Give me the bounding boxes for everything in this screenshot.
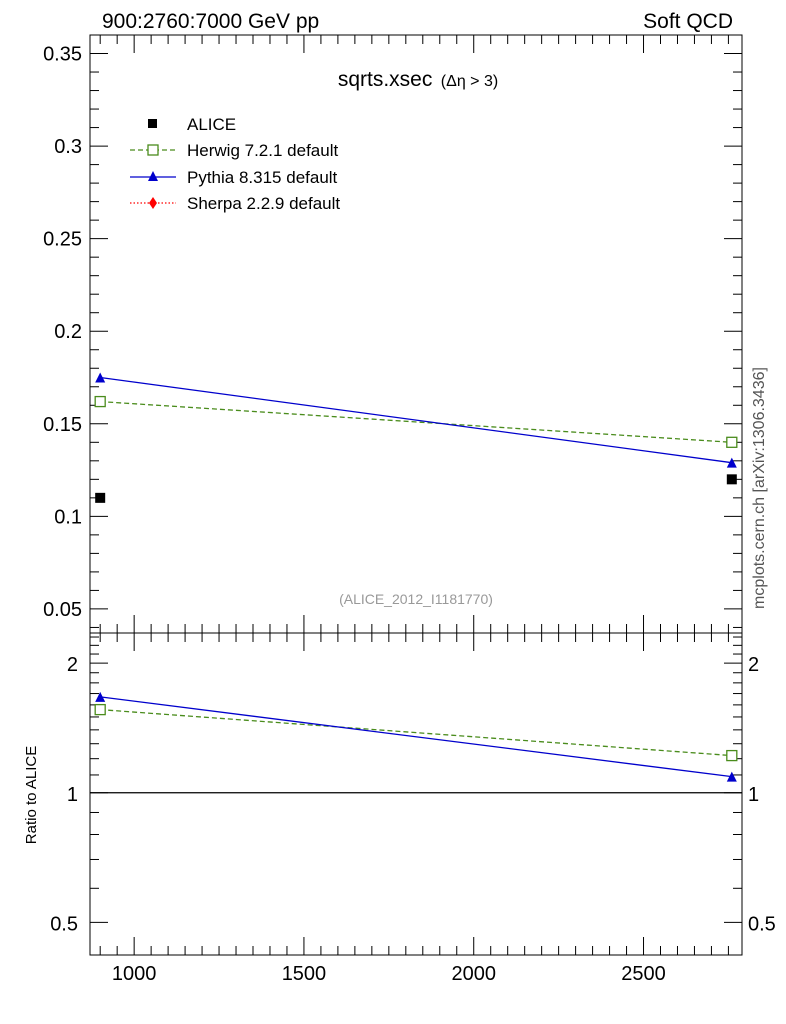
ratio-tick-label-left: 2 xyxy=(67,654,78,676)
x-tick-label: 1500 xyxy=(282,963,327,985)
x-tick-label: 2500 xyxy=(621,963,666,985)
y-tick-label: 0.2 xyxy=(54,321,82,343)
legend-marker-sherpa xyxy=(149,197,157,209)
ratio-tick-label-right: 0.5 xyxy=(748,913,776,935)
data-point-herwig xyxy=(94,395,106,408)
header-energy: 900:2760:7000 GeV pp xyxy=(102,10,319,33)
y-tick-label: 0.35 xyxy=(43,44,82,66)
y-tick-label: 0.1 xyxy=(54,506,82,528)
analysis-citation: (ALICE_2012_I1181770) xyxy=(339,591,493,607)
y-tick-label: 0.25 xyxy=(43,229,82,251)
ratio-line-pythia xyxy=(100,696,732,778)
ratio-line-herwig xyxy=(100,708,732,757)
main-data-series xyxy=(94,372,738,503)
ratio-y-axis: 0.5 0.5 1 1 2 2 xyxy=(50,636,776,935)
ratio-point-pythia xyxy=(726,771,737,782)
x-tick-label: 2000 xyxy=(451,963,496,985)
ratio-tick-label-left: 1 xyxy=(67,784,78,806)
legend-marker-pythia xyxy=(148,171,158,181)
legend-marker-alice xyxy=(148,119,157,128)
y-tick-label: 0.15 xyxy=(43,414,82,436)
legend: ALICE Herwig 7.2.1 default Pythia 8.315 … xyxy=(130,115,340,213)
data-point-pythia xyxy=(726,457,737,468)
main-y-axis: 0.05 0.1 0.15 0.2 0.25 0.3 0.35 xyxy=(43,44,742,628)
legend-label-pythia: Pythia 8.315 default xyxy=(187,168,338,187)
ratio-tick-label-left: 0.5 xyxy=(50,913,78,935)
plot-title-main: sqrts.xsec xyxy=(338,68,433,91)
data-point-herwig xyxy=(726,436,738,448)
header-category: Soft QCD xyxy=(643,10,733,33)
x-axis: 1000 1500 2000 2500 xyxy=(99,35,729,985)
data-point-pythia xyxy=(95,372,106,383)
plot-title-cut: (Δη > 3) xyxy=(441,73,498,90)
mcplots-side-text: mcplots.cern.ch [arXiv:1306.3436] xyxy=(751,367,768,609)
ratio-plot-frame xyxy=(89,632,743,956)
series-line-herwig xyxy=(100,400,732,443)
y-tick-label: 0.3 xyxy=(54,136,82,158)
x-tick-label: 1000 xyxy=(112,963,157,985)
plot-title: sqrts.xsec (Δη > 3) xyxy=(338,68,498,91)
ratio-point-herwig xyxy=(94,703,106,716)
data-point-alice xyxy=(726,474,737,485)
ratio-point-pythia xyxy=(95,691,106,702)
data-point-alice xyxy=(95,492,106,503)
legend-label-sherpa: Sherpa 2.2.9 default xyxy=(187,194,340,213)
ratio-point-herwig xyxy=(726,749,738,762)
ratio-y-label: Ratio to ALICE xyxy=(23,746,40,844)
legend-label-herwig: Herwig 7.2.1 default xyxy=(187,141,338,160)
legend-marker-herwig xyxy=(147,144,159,156)
legend-label-alice: ALICE xyxy=(187,115,236,134)
ratio-data-series xyxy=(94,691,738,782)
ratio-tick-label-right: 1 xyxy=(748,784,759,806)
y-tick-label: 0.05 xyxy=(43,599,82,621)
series-line-pythia xyxy=(100,376,732,464)
ratio-tick-label-right: 2 xyxy=(748,654,759,676)
